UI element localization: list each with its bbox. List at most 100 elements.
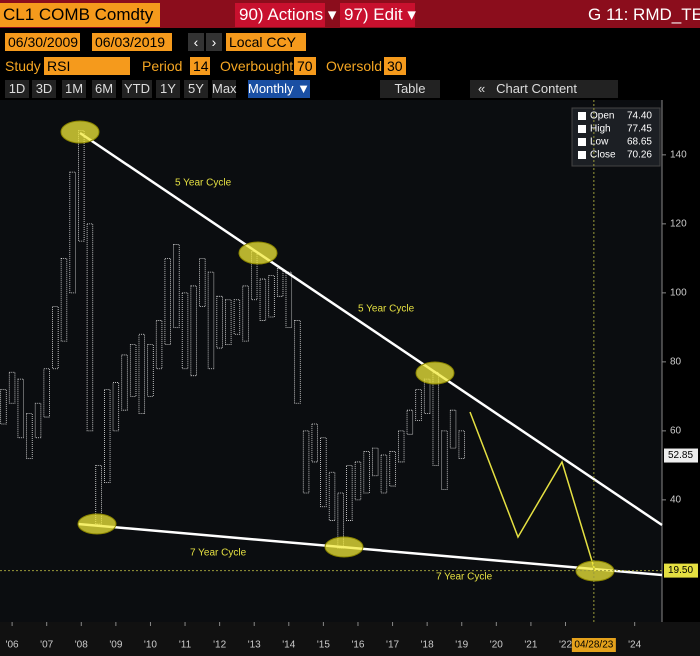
frequency-tab[interactable]: Monthly ▼ bbox=[248, 80, 310, 98]
next-button[interactable]: › bbox=[206, 33, 222, 51]
actions-button[interactable]: 90) Actions ▾ bbox=[235, 3, 336, 27]
lower-trend-line bbox=[77, 522, 663, 577]
x-tick-label: '21 bbox=[524, 640, 537, 651]
price-bar bbox=[372, 447, 379, 477]
projection-zigzag bbox=[469, 411, 596, 572]
price-bar bbox=[415, 389, 422, 421]
x-tick-label: '18 bbox=[421, 640, 434, 651]
security-field[interactable]: CL1 COMB Comdty bbox=[0, 3, 160, 27]
price-bar bbox=[199, 257, 206, 308]
y-tick-label: 100 bbox=[670, 288, 687, 299]
price-bar bbox=[259, 278, 267, 321]
chart-content-text: Chart Content bbox=[496, 81, 578, 96]
level-label: 19.50 bbox=[668, 565, 693, 576]
range-tab[interactable]: 6M bbox=[92, 80, 116, 98]
cycle-ellipse bbox=[238, 241, 278, 265]
annotation: 5 Year Cycle bbox=[358, 304, 415, 315]
range-tab[interactable]: 1Y bbox=[156, 80, 180, 98]
range-tab[interactable]: Max bbox=[212, 80, 237, 98]
oversold-label: Oversold bbox=[326, 58, 383, 74]
x-tick-label: '09 bbox=[109, 640, 122, 651]
actions-text: 90) Actions bbox=[239, 5, 324, 24]
price-bar bbox=[95, 464, 102, 525]
x-tick-label: '15 bbox=[317, 640, 330, 651]
plot-bg bbox=[0, 100, 662, 622]
price-bar bbox=[86, 223, 94, 432]
price-bar bbox=[26, 413, 33, 459]
price-bar bbox=[328, 471, 336, 521]
price-bar bbox=[121, 354, 128, 411]
price-bar bbox=[337, 492, 344, 549]
chart-content-tab[interactable]: « Chart Content bbox=[470, 80, 618, 98]
price-bar bbox=[216, 295, 223, 349]
price-bar bbox=[389, 451, 396, 487]
x-tick-label: '12 bbox=[213, 640, 226, 651]
legend-name: Low bbox=[590, 137, 609, 148]
range-tab[interactable]: 3D bbox=[32, 80, 56, 98]
range-tab[interactable]: 5Y bbox=[184, 80, 208, 98]
price-bar bbox=[112, 382, 120, 432]
legend-swatch bbox=[578, 112, 586, 120]
x-tick-label: '10 bbox=[144, 640, 157, 651]
price-bar bbox=[207, 271, 215, 370]
table-tab[interactable]: Table bbox=[380, 80, 440, 98]
chart: 5 Year Cycle 5 Year Cycle 7 Year Cycle 7… bbox=[0, 100, 700, 656]
level-box bbox=[664, 563, 698, 578]
period-field[interactable]: 14 bbox=[190, 57, 210, 75]
legend-value: 68.65 bbox=[627, 137, 652, 148]
x-tick-label: '08 bbox=[75, 640, 88, 651]
price-bar bbox=[155, 320, 163, 370]
currency-field[interactable]: Local CCY bbox=[226, 33, 306, 51]
range-tab[interactable]: 1D bbox=[5, 80, 29, 98]
price-bar bbox=[380, 454, 388, 494]
y-tick-label: 120 bbox=[670, 218, 687, 229]
edit-button[interactable]: 97) Edit ▾ bbox=[340, 3, 416, 27]
y-tick-label: 40 bbox=[670, 495, 682, 506]
cycle-markers bbox=[60, 120, 615, 582]
legend-swatch bbox=[578, 125, 586, 133]
y-tick-label: 80 bbox=[670, 357, 682, 368]
price-bar bbox=[346, 464, 353, 521]
price-bar bbox=[34, 402, 42, 439]
price-bar bbox=[225, 299, 232, 346]
price-bar bbox=[320, 437, 327, 508]
price-bar bbox=[129, 344, 137, 397]
price-bar bbox=[363, 451, 370, 494]
legend-value: 70.26 bbox=[627, 150, 652, 161]
date-marker-label: 04/28/23 bbox=[574, 640, 613, 651]
legend-swatch bbox=[578, 138, 586, 146]
price-bar bbox=[449, 409, 457, 449]
annotation: 7 Year Cycle bbox=[190, 548, 247, 559]
price-bar bbox=[268, 275, 275, 318]
prev-button[interactable]: ‹ bbox=[188, 33, 204, 51]
price-bar bbox=[302, 430, 310, 494]
x-tick-label: '13 bbox=[248, 640, 261, 651]
oversold-field[interactable]: 30 bbox=[384, 57, 406, 75]
date-marker-box bbox=[571, 638, 616, 652]
price-bar bbox=[233, 299, 241, 335]
x-tick-label: '06 bbox=[6, 640, 19, 651]
legend-name: Close bbox=[590, 150, 616, 161]
annotation: 5 Year Cycle bbox=[175, 178, 232, 189]
overbought-label: Overbought bbox=[220, 58, 294, 74]
price-bar bbox=[173, 244, 180, 328]
legend-name: Open bbox=[590, 111, 614, 122]
range-tab[interactable]: YTD bbox=[122, 80, 152, 98]
price-bar bbox=[181, 292, 189, 370]
end-date[interactable]: 06/03/2019 bbox=[92, 33, 172, 51]
legend-box bbox=[571, 107, 661, 167]
price-bar bbox=[311, 423, 318, 463]
start-date[interactable]: 06/30/2009 bbox=[5, 33, 80, 51]
overbought-field[interactable]: 70 bbox=[294, 57, 316, 75]
x-tick-label: '24 bbox=[628, 640, 641, 651]
price-bar bbox=[406, 409, 414, 435]
price-bar bbox=[43, 368, 50, 418]
study-field[interactable]: RSI bbox=[44, 57, 130, 75]
price-bar bbox=[138, 333, 146, 415]
range-tab[interactable]: 1M bbox=[62, 80, 86, 98]
price-bar bbox=[458, 430, 465, 459]
price-bar bbox=[190, 285, 197, 377]
x-tick-label: '19 bbox=[455, 640, 468, 651]
x-tick-label: '20 bbox=[490, 640, 503, 651]
